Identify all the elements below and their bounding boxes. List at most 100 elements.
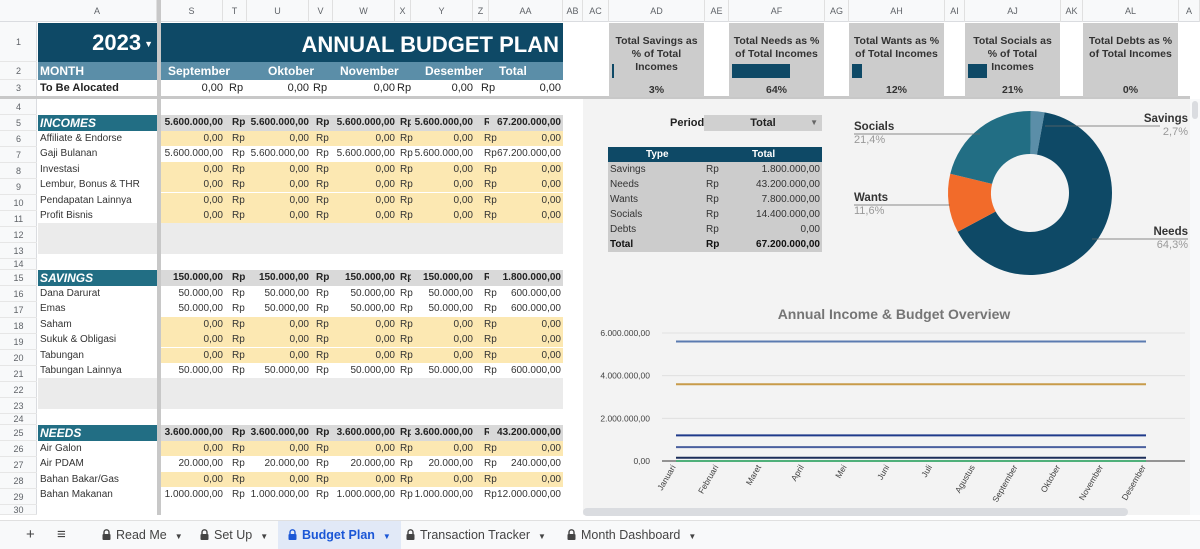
scroll-thumb[interactable] bbox=[1192, 101, 1198, 119]
line-item-total[interactable]: 0,00 bbox=[541, 163, 561, 175]
row-number[interactable]: 19 bbox=[0, 334, 37, 350]
line-item-value[interactable]: 0,00 bbox=[203, 210, 223, 221]
line-item-value[interactable]: 0,00 bbox=[453, 210, 473, 221]
column-header[interactable]: V bbox=[309, 0, 333, 22]
column-header[interactable]: AB bbox=[563, 0, 583, 22]
donut-slice-savings[interactable] bbox=[1030, 111, 1045, 155]
row-number[interactable]: 10 bbox=[0, 195, 37, 211]
line-item-value[interactable]: 20.000,00 bbox=[350, 458, 396, 470]
line-item-value[interactable]: 50.000,00 bbox=[428, 288, 474, 299]
column-header[interactable]: AA bbox=[489, 0, 563, 22]
sheet-tab-read-me[interactable]: Read Me ▼ bbox=[92, 521, 193, 549]
row-number[interactable]: 7 bbox=[0, 147, 37, 163]
line-item-label[interactable]: Air Galon bbox=[40, 443, 82, 454]
line-item-value[interactable]: 1.000.000,00 bbox=[336, 489, 395, 501]
line-item-value[interactable]: 0,00 bbox=[203, 318, 223, 330]
section-summary-value[interactable]: 3.600.000,00 bbox=[247, 425, 309, 441]
line-item-value[interactable]: 50.000,00 bbox=[350, 303, 396, 315]
sheet-tab-set-up[interactable]: Set Up ▼ bbox=[190, 521, 278, 549]
line-item-value[interactable]: 50.000,00 bbox=[350, 288, 396, 299]
column-header[interactable]: AJ bbox=[965, 0, 1061, 22]
column-header[interactable]: AD bbox=[609, 0, 705, 22]
annual-overview-line-chart[interactable]: Annual Income & Budget Overview 0,00 2.000… bbox=[590, 300, 1190, 515]
row-number[interactable]: 11 bbox=[0, 211, 37, 227]
row-number[interactable]: 25 bbox=[0, 425, 37, 441]
alocated-value[interactable]: 0,00 bbox=[373, 82, 395, 94]
line-item-value[interactable]: 5.600.000,00 bbox=[414, 148, 473, 160]
line-item-value[interactable]: 20.000,00 bbox=[428, 458, 474, 470]
line-item-value[interactable]: 0,00 bbox=[203, 194, 223, 206]
line-item-label[interactable]: Pendapatan Lainnya bbox=[40, 194, 132, 206]
section-summary-total[interactable]: 67.200.000,00 bbox=[489, 115, 561, 131]
section-summary-value[interactable]: 150.000,00 bbox=[247, 270, 309, 286]
column-header[interactable]: AL bbox=[1083, 0, 1179, 22]
line-item-label[interactable]: Tabungan Lainnya bbox=[40, 365, 122, 376]
section-summary-value[interactable]: 150.000,00 bbox=[411, 270, 473, 286]
line-item-value[interactable]: 0,00 bbox=[453, 473, 473, 485]
row-number[interactable]: 14 bbox=[0, 259, 37, 270]
line-item-total[interactable]: 67.200.000,00 bbox=[497, 148, 561, 160]
section-summary-value[interactable]: 150.000,00 bbox=[161, 270, 223, 286]
alocated-value[interactable]: 0,00 bbox=[287, 82, 309, 94]
line-item-total[interactable]: 12.000.000,00 bbox=[497, 489, 561, 501]
vertical-scrollbar[interactable] bbox=[1190, 99, 1200, 515]
row-number[interactable]: 18 bbox=[0, 318, 37, 334]
line-item-value[interactable]: 50.000,00 bbox=[178, 365, 224, 376]
line-item-value[interactable]: 50.000,00 bbox=[350, 365, 396, 376]
line-item-total[interactable]: 0,00 bbox=[541, 443, 561, 454]
row-number[interactable]: 12 bbox=[0, 227, 37, 243]
line-item-value[interactable]: 50.000,00 bbox=[264, 303, 310, 315]
column-header[interactable]: AG bbox=[825, 0, 849, 22]
line-item-value[interactable]: 0,00 bbox=[375, 179, 395, 191]
row-number[interactable]: 29 bbox=[0, 489, 37, 505]
line-item-value[interactable]: 0,00 bbox=[203, 334, 223, 346]
alocated-value[interactable]: 0,00 bbox=[201, 82, 223, 94]
row-number[interactable]: 5 bbox=[0, 115, 37, 131]
column-header[interactable]: AE bbox=[705, 0, 729, 22]
line-item-value[interactable]: 0,00 bbox=[289, 349, 309, 361]
row-number[interactable]: 15 bbox=[0, 270, 37, 286]
section-summary-value[interactable]: 5.600.000,00 bbox=[247, 115, 309, 131]
line-item-total[interactable]: 600.000,00 bbox=[510, 365, 561, 376]
row-number[interactable]: 6 bbox=[0, 131, 37, 147]
line-item-value[interactable]: 0,00 bbox=[289, 334, 309, 346]
line-item-value[interactable]: 50.000,00 bbox=[264, 365, 310, 376]
line-item-label[interactable]: Investasi bbox=[40, 163, 80, 175]
column-header[interactable]: S bbox=[161, 0, 223, 22]
line-item-value[interactable]: 0,00 bbox=[375, 443, 395, 454]
line-item-value[interactable]: 0,00 bbox=[289, 163, 309, 175]
line-item-value[interactable]: 50.000,00 bbox=[428, 303, 474, 315]
column-header[interactable]: AI bbox=[945, 0, 965, 22]
line-item-value[interactable]: 0,00 bbox=[375, 473, 395, 485]
line-item-label[interactable]: Air PDAM bbox=[40, 458, 84, 470]
line-item-value[interactable]: 5.600.000,00 bbox=[164, 148, 223, 160]
line-item-value[interactable]: 0,00 bbox=[289, 318, 309, 330]
row-number[interactable]: 13 bbox=[0, 243, 37, 259]
line-item-total[interactable]: 240.000,00 bbox=[510, 458, 561, 470]
year-selector[interactable]: 2023 ▼ bbox=[38, 23, 157, 62]
row-number[interactable]: 24 bbox=[0, 414, 37, 425]
line-item-value[interactable]: 0,00 bbox=[375, 334, 395, 346]
line-item-total[interactable]: 0,00 bbox=[541, 133, 561, 144]
section-summary-value[interactable]: 3.600.000,00 bbox=[411, 425, 473, 441]
line-item-value[interactable]: 0,00 bbox=[453, 179, 473, 191]
line-item-value[interactable]: 0,00 bbox=[375, 163, 395, 175]
line-item-value[interactable]: 20.000,00 bbox=[264, 458, 310, 470]
column-header[interactable]: Z bbox=[473, 0, 489, 22]
row-number[interactable]: 8 bbox=[0, 163, 37, 179]
section-summary-value[interactable]: 150.000,00 bbox=[333, 270, 395, 286]
line-item-value[interactable]: 0,00 bbox=[289, 194, 309, 206]
alocated-total[interactable]: 0,00 bbox=[539, 82, 561, 94]
line-item-value[interactable]: 50.000,00 bbox=[178, 303, 224, 315]
section-summary-value[interactable]: 3.600.000,00 bbox=[161, 425, 223, 441]
line-item-value[interactable]: 50.000,00 bbox=[264, 288, 310, 299]
column-header[interactable]: A bbox=[1179, 0, 1200, 22]
row-number[interactable]: 30 bbox=[0, 505, 37, 515]
line-item-value[interactable]: 1.000.000,00 bbox=[414, 489, 473, 501]
section-summary-value[interactable]: 5.600.000,00 bbox=[333, 115, 395, 131]
row-number[interactable]: 27 bbox=[0, 457, 37, 473]
line-item-value[interactable]: 0,00 bbox=[203, 349, 223, 361]
line-item-value[interactable]: 0,00 bbox=[375, 194, 395, 206]
line-item-label[interactable]: Affiliate & Endorse bbox=[40, 133, 123, 144]
